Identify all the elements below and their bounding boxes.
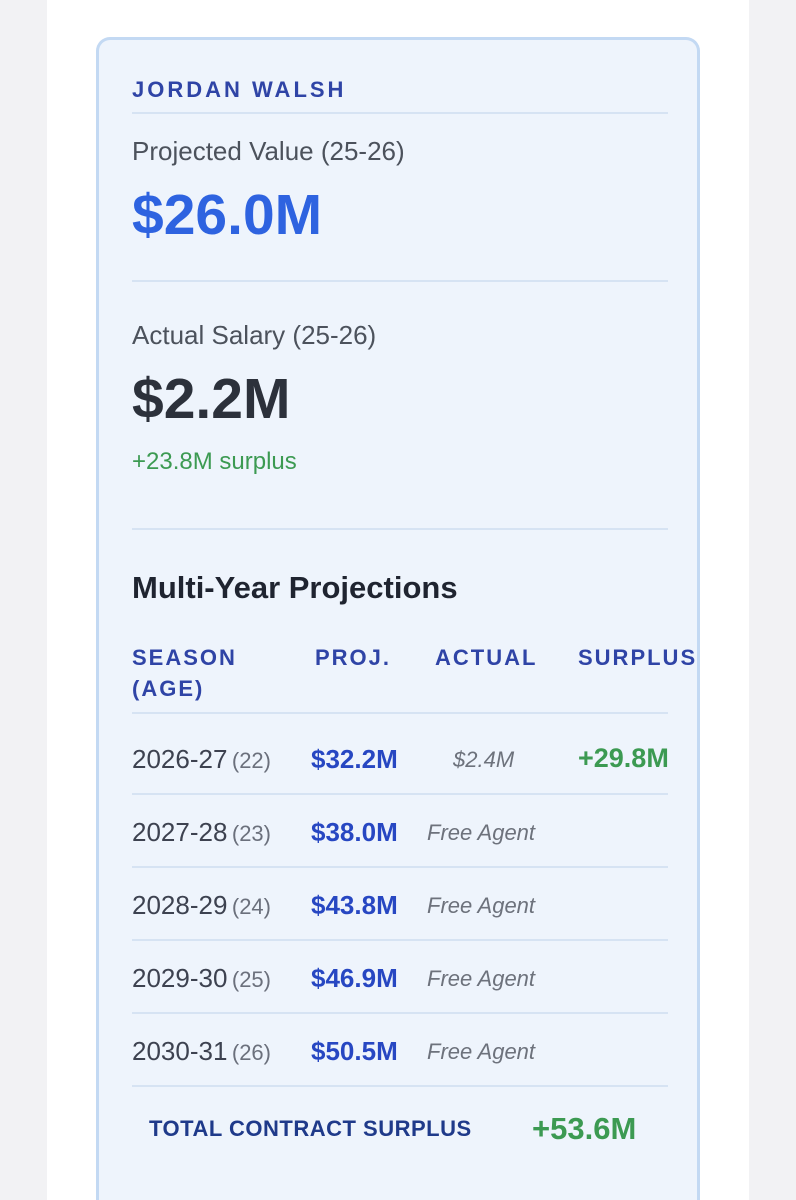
actual-salary: $2.4M bbox=[453, 747, 515, 772]
column-header-season: SEASON (AGE) bbox=[132, 645, 237, 701]
actual-salary-label: Actual Salary (25-26) bbox=[132, 320, 377, 350]
season: 2029-30 bbox=[132, 963, 228, 993]
projected-salary: $46.9M bbox=[311, 963, 398, 993]
column-header-proj: PROJ. bbox=[315, 645, 392, 670]
total-surplus-label: TOTAL CONTRACT SURPLUS bbox=[149, 1116, 472, 1141]
surplus-note: +23.8M surplus bbox=[132, 448, 297, 475]
season: 2030-31 bbox=[132, 1036, 228, 1066]
age: (26) bbox=[231, 1040, 271, 1065]
divider bbox=[132, 280, 668, 282]
actual-salary: Free Agent bbox=[427, 893, 536, 918]
column-header-actual: ACTUAL bbox=[435, 645, 538, 670]
player-value-card: JORDAN WALSH Projected Value (25-26) $26… bbox=[96, 37, 700, 1200]
season: 2028-29 bbox=[132, 890, 228, 920]
actual-salary: Free Agent bbox=[427, 966, 536, 991]
table-header-divider bbox=[132, 712, 668, 714]
actual-salary-value: $2.2M bbox=[132, 367, 291, 431]
section-title: Multi-Year Projections bbox=[132, 570, 458, 605]
projected-value-label: Projected Value (25-26) bbox=[132, 136, 405, 166]
total-surplus-value: +53.6M bbox=[532, 1111, 637, 1146]
projected-salary: $32.2M bbox=[311, 744, 398, 774]
season: 2026-27 bbox=[132, 744, 228, 774]
column-header-surplus: SURPLUS bbox=[578, 645, 698, 670]
row-divider bbox=[132, 1085, 668, 1087]
row-divider bbox=[132, 939, 668, 941]
projected-salary: $43.8M bbox=[311, 890, 398, 920]
projected-salary: $38.0M bbox=[311, 817, 398, 847]
projected-value: $26.0M bbox=[132, 183, 323, 247]
projected-salary: $50.5M bbox=[311, 1036, 398, 1066]
row-divider bbox=[132, 1012, 668, 1014]
actual-salary: Free Agent bbox=[427, 820, 536, 845]
surplus-value: +29.8M bbox=[578, 743, 669, 773]
age: (23) bbox=[231, 821, 271, 846]
divider bbox=[132, 112, 668, 114]
actual-salary: Free Agent bbox=[427, 1039, 536, 1064]
age: (24) bbox=[231, 894, 271, 919]
row-divider bbox=[132, 793, 668, 795]
player-name: JORDAN WALSH bbox=[132, 77, 347, 102]
age: (22) bbox=[231, 748, 271, 773]
season: 2027-28 bbox=[132, 817, 228, 847]
row-divider bbox=[132, 866, 668, 868]
divider bbox=[132, 528, 668, 530]
age: (25) bbox=[231, 967, 271, 992]
